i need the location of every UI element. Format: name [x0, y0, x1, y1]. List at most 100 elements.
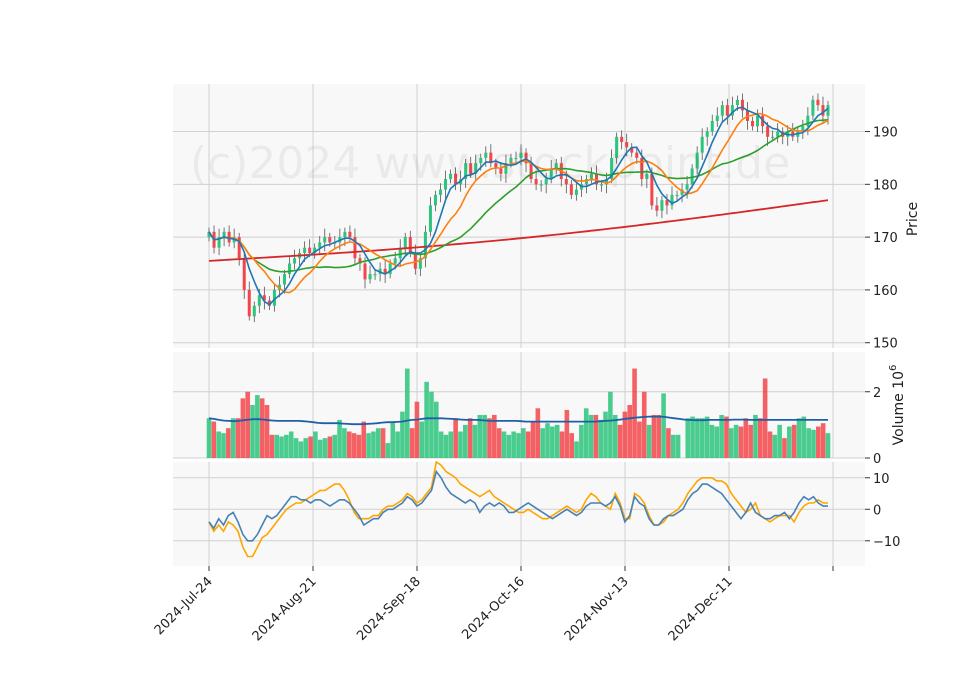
oscillator-bg — [173, 462, 865, 566]
volume-bar — [574, 441, 579, 458]
volume-bar — [433, 401, 439, 458]
volume-bar — [419, 421, 425, 458]
volume-bar — [240, 398, 246, 458]
oscillator-tick-label: −10 — [873, 535, 900, 550]
candle-body — [474, 163, 478, 174]
volume-bar — [820, 423, 826, 458]
volume-bar — [487, 418, 492, 458]
volume-bar — [429, 391, 434, 458]
candle-body — [705, 131, 709, 137]
candle-body — [600, 184, 604, 186]
volume-bar — [811, 429, 816, 458]
candle-body — [217, 237, 221, 248]
volume-bar — [588, 414, 594, 458]
volume-bar — [791, 424, 797, 458]
candle-body — [262, 295, 266, 301]
candle-body — [272, 289, 276, 306]
volume-bar — [564, 409, 570, 458]
candle-body — [655, 205, 659, 211]
candle-body — [554, 163, 558, 169]
candle-body — [725, 105, 729, 116]
candle-body — [564, 179, 568, 185]
volume-bar — [226, 428, 231, 458]
volume-bar — [477, 414, 483, 458]
volume-bar — [303, 438, 309, 458]
price-tick-label: 150 — [873, 337, 898, 352]
volume-bar — [525, 431, 531, 458]
volume-bar — [264, 405, 270, 458]
candle-body — [630, 147, 634, 153]
volume-bar — [293, 438, 299, 458]
volume-bar — [782, 438, 787, 458]
volume-bar — [772, 434, 778, 458]
volume-average-line — [208, 415, 828, 426]
candle-body — [403, 237, 407, 248]
candle-body — [449, 173, 453, 180]
x-tick-label: 2024-Jul-24 — [152, 574, 216, 638]
volume-bar — [622, 411, 628, 458]
volume-bar — [404, 368, 410, 458]
volume-bar — [463, 424, 468, 458]
price-tick-label: 170 — [873, 231, 898, 246]
candle-body — [368, 274, 372, 280]
volume-bar — [559, 431, 565, 458]
candle-body — [695, 152, 699, 169]
volume-bar — [699, 418, 705, 458]
volume-bar — [709, 424, 715, 458]
volume-bar — [453, 418, 458, 458]
candle-body — [670, 194, 674, 206]
volume-bar — [274, 434, 280, 458]
volume-bar — [390, 421, 396, 458]
candle-body — [519, 152, 523, 158]
volume-bar — [598, 419, 604, 458]
candle-body — [574, 189, 578, 195]
candle-body — [293, 258, 297, 264]
candle-body — [207, 231, 211, 238]
candle-body — [610, 157, 614, 180]
volume-bar — [632, 368, 637, 458]
candle-body — [771, 136, 775, 138]
volume-bar — [670, 434, 676, 458]
volume-bar — [554, 424, 560, 458]
candle-body — [288, 263, 292, 275]
volume-bar — [704, 416, 710, 458]
candle-body — [594, 173, 599, 185]
price-tick-label: 160 — [873, 284, 898, 299]
volume-bar — [492, 414, 497, 458]
volume-bar — [511, 431, 516, 458]
x-axis: 2024-Jul-24 2024-Aug-21 2024-Sep-18 2024-Oc… — [152, 566, 834, 644]
volume-bar — [206, 418, 212, 458]
volume-bar — [400, 411, 405, 458]
volume-bar — [284, 434, 289, 458]
volume-bar — [603, 411, 608, 458]
oscillator-tick-label: 0 — [873, 503, 881, 518]
volume-bar — [767, 431, 773, 458]
volume-bar — [675, 434, 681, 458]
candle-body — [418, 258, 422, 269]
candle-body — [227, 231, 231, 243]
volume-bar — [467, 418, 473, 458]
volume-bar — [608, 391, 613, 458]
volume-bar — [506, 434, 512, 458]
candle-body — [499, 168, 503, 174]
candle-body — [408, 237, 412, 253]
candle-body — [756, 115, 760, 127]
volume-panel: 02 — [173, 352, 881, 467]
volume-bar — [762, 378, 768, 458]
volume-bar — [530, 421, 536, 458]
volume-bar — [346, 431, 352, 458]
volume-bar — [356, 434, 362, 458]
x-tick-label: 2024-Aug-21 — [250, 574, 320, 644]
candle-body — [589, 173, 593, 180]
volume-bar — [496, 428, 502, 458]
candle-body — [690, 168, 694, 185]
candle-body — [826, 105, 830, 116]
volume-bar — [361, 421, 367, 458]
volume-bar — [535, 408, 541, 458]
sma-fast-line — [208, 106, 829, 306]
volume-bar — [593, 414, 599, 458]
volume-bar — [245, 391, 250, 458]
volume-bar — [651, 414, 657, 458]
candle-body — [257, 295, 261, 306]
volume-bar — [269, 434, 275, 458]
